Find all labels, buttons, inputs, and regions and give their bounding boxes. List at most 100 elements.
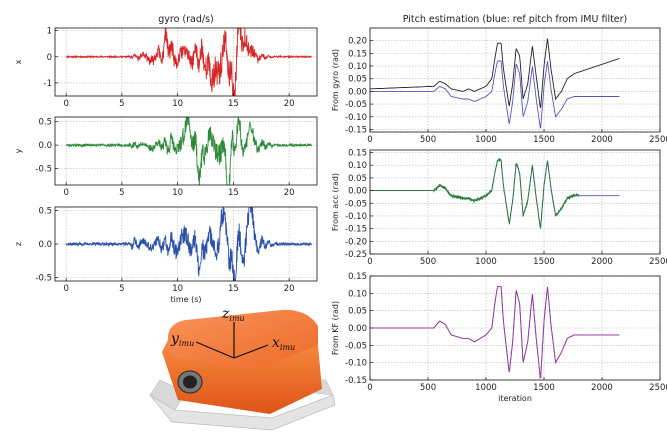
y-tick-label: -0.05	[345, 341, 367, 351]
y-tick-label: -0.15	[345, 125, 367, 135]
y-tick-label: -0.05	[345, 100, 367, 110]
series-line-pitch-gyro-0	[370, 60, 620, 129]
series-line-pitch-gyro-1	[370, 38, 620, 109]
y-tick-label: 0.00	[348, 324, 367, 334]
y-tick-label: 0.00	[348, 87, 367, 97]
x-tick-label: 0	[63, 188, 68, 198]
y-tick-label: -1	[44, 79, 52, 89]
y-tick-label: 0.0	[38, 240, 52, 250]
x-tick-label: 5	[119, 188, 124, 198]
y-tick-label: 0.10	[348, 161, 367, 171]
x-tick-label: 20	[284, 99, 295, 109]
x-tick-label: 15	[228, 188, 239, 198]
y-tick-label: -0.15	[345, 225, 367, 235]
x-tick-label: 2000	[591, 135, 613, 145]
x-tick-label: 1000	[475, 383, 497, 393]
y-tick-label: 0.05	[348, 307, 367, 317]
plot-area	[65, 207, 312, 281]
x-axis-label: iteration	[498, 394, 532, 403]
x-tick-label: 5	[119, 284, 124, 294]
y-tick-label: 0.5	[38, 118, 52, 128]
plot-area	[370, 285, 620, 379]
chart-gyro-y: 0 5 10 15 20 0.5 0.0 -0.5 y	[14, 116, 318, 198]
imu-axis-y-label: yimu	[170, 331, 194, 348]
y-tick-label: -0.20	[345, 237, 367, 247]
plot-area	[66, 28, 312, 96]
imu-body-top	[167, 309, 318, 369]
y-tick-label: -0.15	[345, 376, 367, 386]
y-tick-label: -0.10	[345, 212, 367, 222]
y-axis-label: From KF (rad)	[331, 301, 340, 355]
y-tick-label: 0.15	[348, 272, 367, 282]
y-axis-label: x	[14, 59, 23, 64]
y-tick-label: 0.5	[38, 206, 52, 216]
x-tick-label: 1000	[475, 135, 497, 145]
x-tick-label: 500	[420, 257, 436, 267]
plot-area	[65, 117, 312, 185]
imu-connector-inner	[183, 375, 197, 389]
y-tick-label: -0.5	[35, 165, 52, 175]
series-line-pitch-acc-0	[370, 159, 620, 228]
x-tick-label: 15	[228, 99, 239, 109]
y-tick-label: 0.05	[348, 75, 367, 85]
y-tick-label: 0.15	[348, 49, 367, 59]
x-tick-label: 2000	[591, 257, 613, 267]
y-tick-label: -0.10	[345, 113, 367, 123]
x-tick-label: 20	[284, 188, 295, 198]
x-tick-label: 0	[367, 257, 372, 267]
y-tick-label: 0.05	[348, 174, 367, 184]
x-tick-label: 1500	[533, 135, 555, 145]
x-tick-label: 20	[284, 284, 295, 294]
chart-gyro-z: 0 5 10 15 20 0.5 0.0 -0.5 z time (s)	[14, 206, 318, 304]
x-tick-label: 10	[172, 99, 183, 109]
series-line-gyro-x	[66, 28, 312, 96]
axes-frame	[54, 116, 318, 186]
y-tick-label: -0.25	[345, 250, 367, 260]
y-tick-label: 0.0	[38, 141, 52, 151]
series-line-gyro-z	[65, 207, 312, 281]
imu-device-illustration: zimu yimu ximu	[149, 306, 336, 431]
plot-area	[370, 157, 620, 230]
axes-frame	[369, 149, 661, 255]
imu-base-plate	[149, 394, 336, 431]
y-tick-label: 0.00	[348, 187, 367, 197]
x-tick-label: 1500	[533, 257, 555, 267]
axes-frame	[369, 27, 661, 133]
series-line-gyro-y	[65, 117, 312, 185]
x-tick-label: 5	[119, 99, 124, 109]
y-axis-label: From gyro (rad)	[331, 49, 340, 111]
x-tick-label: 2000	[591, 383, 613, 393]
y-axis-label: From acc (rad)	[331, 173, 340, 231]
series-line-pitch-acc-1	[370, 157, 580, 230]
imu-axis-x-label: ximu	[272, 335, 295, 352]
x-tick-label: 0	[367, 135, 372, 145]
imu-axes	[195, 322, 269, 359]
x-tick-label: 500	[420, 135, 436, 145]
y-tick-label: -0.05	[345, 199, 367, 209]
plot-area	[370, 38, 620, 129]
y-tick-label: 1	[47, 27, 52, 37]
x-tick-label: 0	[63, 284, 68, 294]
y-tick-label: 0.20	[348, 37, 367, 47]
y-tick-label: -0.5	[35, 274, 52, 284]
x-tick-label: 0	[63, 99, 68, 109]
x-tick-label: 1000	[475, 257, 497, 267]
x-tick-label: 500	[420, 383, 436, 393]
y-tick-label: 0	[47, 53, 52, 63]
y-axis-label: z	[14, 242, 23, 246]
axes-frame	[54, 27, 318, 97]
x-tick-label: 0	[367, 383, 372, 393]
y-axis-label: y	[14, 148, 23, 153]
x-axis-label: time (s)	[170, 295, 201, 304]
chart-title: Pitch estimation (blue: ref pitch from I…	[403, 14, 628, 25]
x-tick-label: 1500	[533, 383, 555, 393]
y-tick-label: -0.10	[345, 359, 367, 369]
chart-title: gyro (rad/s)	[158, 14, 214, 25]
